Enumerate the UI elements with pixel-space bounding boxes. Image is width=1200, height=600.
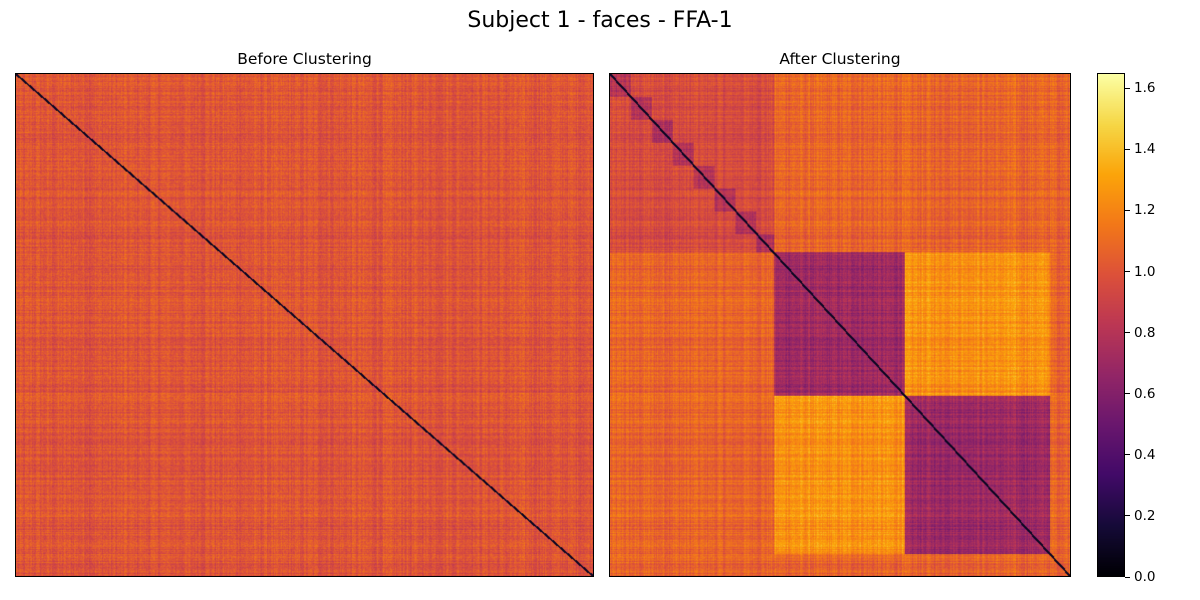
colorbar-tick [1125,454,1130,456]
heatmap-before [15,73,594,577]
heatmap-before-image [16,74,593,576]
colorbar-gradient [1098,74,1124,576]
colorbar-tick [1125,515,1130,517]
colorbar-tick-label: 1.4 [1134,141,1156,158]
colorbar-tick-label: 1.2 [1134,202,1156,219]
colorbar-tick-label: 1.0 [1134,263,1156,280]
colorbar-tick-label: 0.0 [1134,569,1156,585]
colorbar-tick [1125,209,1130,211]
colorbar-tick [1125,87,1130,89]
colorbar-tick [1125,393,1130,395]
colorbar-tick [1125,148,1130,150]
colorbar [1097,73,1125,577]
colorbar-tick [1125,576,1130,578]
colorbar-tick-label: 0.8 [1134,324,1156,341]
heatmap-before-title: Before Clustering [237,50,372,68]
colorbar-tick-label: 0.2 [1134,507,1156,524]
figure-title: Subject 1 - faces - FFA-1 [467,8,733,33]
heatmap-after [609,73,1071,577]
heatmap-after-title: After Clustering [779,50,901,68]
heatmap-after-image [610,74,1070,576]
colorbar-tick-label: 0.6 [1134,385,1156,402]
colorbar-tick [1125,332,1130,334]
colorbar-tick [1125,271,1130,273]
colorbar-tick-label: 0.4 [1134,446,1156,463]
colorbar-tick-label: 1.6 [1134,80,1156,97]
